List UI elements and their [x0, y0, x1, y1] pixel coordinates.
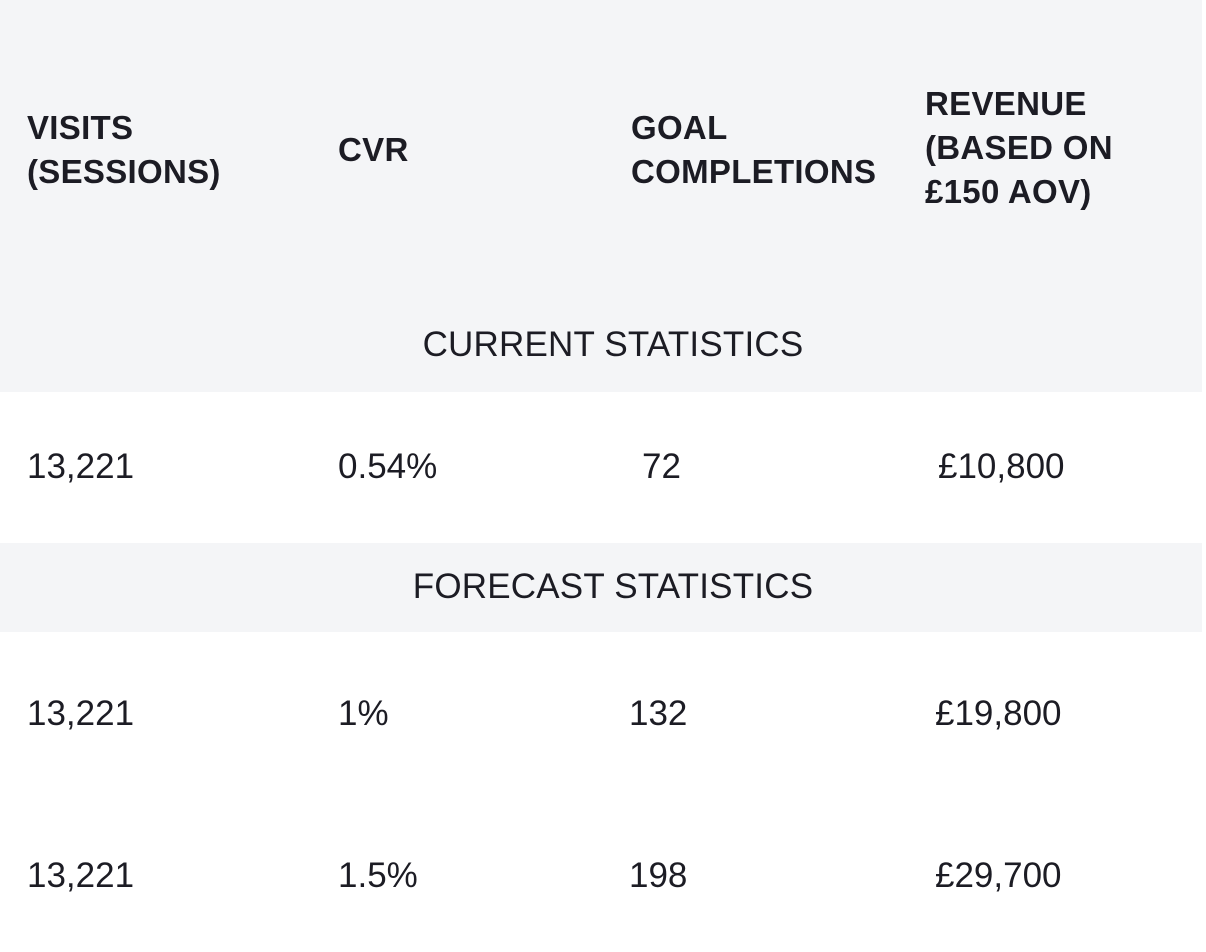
- forecast-band: [0, 543, 1202, 632]
- header-goal-completions: GOAL COMPLETIONS: [631, 109, 877, 190]
- cell-cvr: 0.54%: [338, 447, 438, 486]
- table-row: 13,221 0.54% 72 £10,800: [0, 437, 1202, 497]
- cell-cvr: 1%: [338, 694, 389, 733]
- current-statistics-label: CURRENT STATISTICS: [422, 325, 804, 364]
- header-visits: VISITS (SESSIONS): [27, 109, 221, 190]
- cell-goal-completions: 72: [642, 447, 681, 486]
- cell-revenue: £19,800: [935, 694, 1062, 733]
- table-row: 13,221 1% 132 £19,800: [0, 684, 1202, 744]
- header-band: [0, 0, 1202, 392]
- header-cvr: CVR: [338, 131, 409, 168]
- cell-cvr: 1.5%: [338, 856, 418, 895]
- cell-visits: 13,221: [27, 694, 135, 733]
- header-revenue: REVENUE (BASED ON £150 AOV): [925, 85, 1113, 210]
- cell-goal-completions: 198: [629, 856, 688, 895]
- cell-revenue: £29,700: [935, 856, 1062, 895]
- cell-revenue: £10,800: [938, 447, 1065, 486]
- cell-visits: 13,221: [27, 447, 135, 486]
- cell-goal-completions: 132: [629, 694, 688, 733]
- forecast-statistics-label: FORECAST STATISTICS: [412, 567, 814, 606]
- cell-visits: 13,221: [27, 856, 135, 895]
- table-row: 13,221 1.5% 198 £29,700: [0, 846, 1202, 906]
